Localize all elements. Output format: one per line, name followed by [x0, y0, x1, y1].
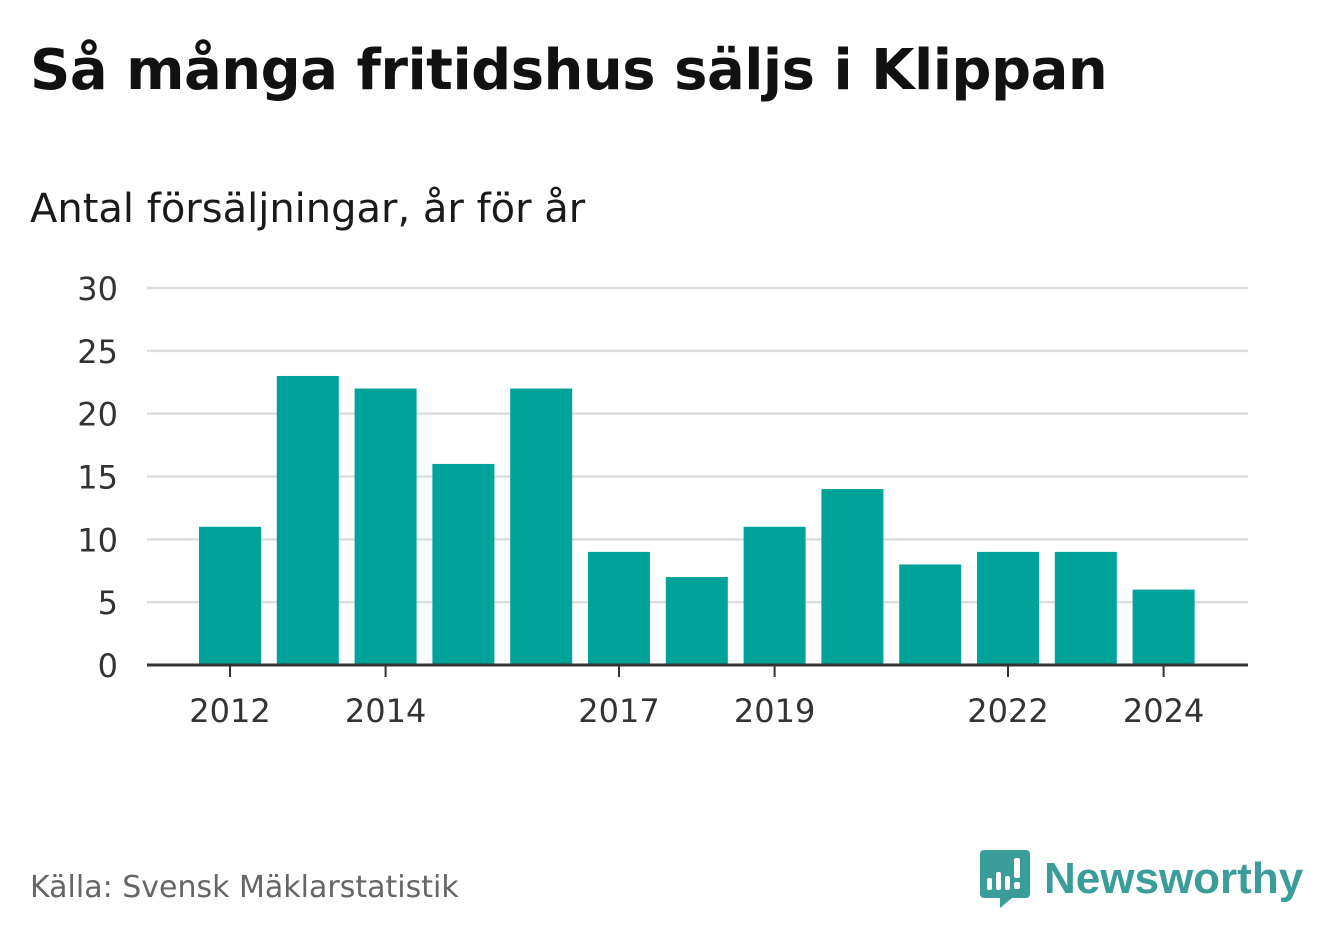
bar-2023: [1054, 551, 1117, 665]
x-tick-label: 2012: [189, 692, 270, 730]
bar-2016: [510, 388, 573, 665]
bar-2022: [977, 551, 1039, 665]
chart-title: Så många fritidshus säljs i Klippan: [30, 38, 1108, 103]
chart-subtitle: Antal försäljningar, år för år: [30, 186, 586, 232]
x-tick-label: 2024: [1123, 692, 1204, 730]
bar-2015: [432, 463, 495, 665]
x-axis-ticks: 2012 2014 2017 2019 2022 2024: [189, 665, 1204, 730]
x-tick-label: 2019: [734, 692, 815, 730]
bar-2012: [199, 526, 261, 665]
bars: [199, 375, 1195, 665]
bar-2020: [821, 489, 884, 665]
bar-2024: [1132, 589, 1195, 665]
bar-2018: [665, 577, 728, 665]
newsworthy-logo-icon: [980, 850, 1030, 908]
bar-2021: [899, 564, 962, 665]
y-tick-label: 20: [77, 396, 118, 434]
x-tick-label: 2014: [345, 692, 426, 730]
y-tick-label: 10: [77, 521, 118, 559]
bar-chart: 0 5 10 15 20 25 30 2012 2014 2017 2019 2022 2024: [77, 270, 1248, 730]
brand-name: Newsworthy: [1044, 854, 1304, 903]
y-tick-label: 25: [77, 333, 118, 371]
bar-2019: [743, 526, 806, 665]
source-note: Källa: Svensk Mäklarstatistik: [30, 870, 459, 905]
y-tick-label: 30: [77, 270, 118, 308]
y-tick-label: 5: [98, 584, 118, 622]
y-tick-label: 15: [77, 459, 118, 497]
bar-2014: [354, 388, 417, 665]
newsworthy-brand: Newsworthy: [980, 848, 1303, 910]
y-tick-label: 0: [98, 647, 118, 685]
y-axis-ticks: 0 5 10 15 20 25 30: [77, 270, 118, 685]
bar-2017: [588, 551, 650, 665]
bar-2013: [276, 375, 339, 665]
x-tick-label: 2022: [967, 692, 1048, 730]
x-tick-label: 2017: [578, 692, 659, 730]
